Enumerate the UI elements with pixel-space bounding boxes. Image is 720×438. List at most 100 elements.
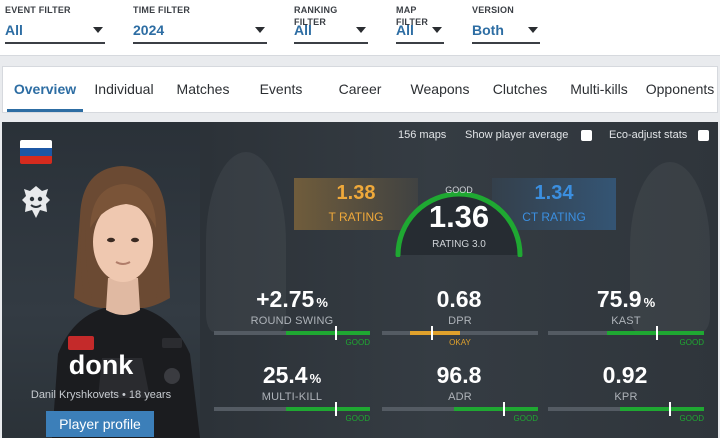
stat-number: 25.4 <box>262 362 308 388</box>
main-rating-label: RATING 3.0 <box>432 239 486 250</box>
chevron-down-icon <box>528 27 538 33</box>
main-rating: GOOD 1.36 RATING 3.0 <box>392 177 526 257</box>
stat-level-marker <box>669 402 671 416</box>
stat-label: MULTI-KILL <box>261 391 323 403</box>
stat-tier: GOOD <box>679 414 704 423</box>
main-rating-tier: GOOD <box>445 185 473 195</box>
stat-level-fill <box>410 331 460 335</box>
tab-matches[interactable]: Matches <box>176 81 230 97</box>
tab-clutches[interactable]: Clutches <box>492 81 548 97</box>
time-filter-label: TIME FILTER <box>133 5 191 15</box>
ranking-filter-label: RANKING FILTER <box>294 5 338 27</box>
stat-number: 0.68 <box>436 286 482 312</box>
stat-value: 96.8 <box>382 362 538 389</box>
chevron-down-icon <box>432 27 442 33</box>
stat-number: 0.92 <box>602 362 648 388</box>
tab-individual[interactable]: Individual <box>94 81 154 97</box>
stat-dpr: 0.68 DPR OKAY <box>382 286 538 350</box>
stat-kpr: 0.92 KPR GOOD <box>548 362 704 426</box>
stat-unit: % <box>643 295 656 310</box>
chevron-down-icon <box>255 27 265 33</box>
stat-level-bar <box>382 402 538 416</box>
map-filter-label: MAP FILTER <box>396 5 429 27</box>
stat-label: DPR <box>448 315 472 327</box>
stat-level-fill <box>607 331 704 335</box>
stat-unit: % <box>316 295 328 310</box>
stat-level-fill <box>620 407 704 411</box>
stat-multi-kill: 25.4% MULTI-KILL GOOD <box>214 362 370 426</box>
stat-number: +2.75 <box>256 286 315 312</box>
time-filter-value: 2024 <box>133 22 165 38</box>
stat-round-swing: +2.75% ROUND SWING GOOD <box>214 286 370 350</box>
stat-number: 75.9 <box>596 286 642 312</box>
rating-gauge <box>395 191 523 257</box>
map-filter-select[interactable]: All <box>396 20 444 44</box>
stat-value: +2.75% <box>214 286 370 313</box>
stat-kast: 75.9% KAST GOOD <box>548 286 704 350</box>
main-rating-value: 1.36 <box>428 199 490 234</box>
event-filter: EVENT FILTER All <box>5 4 105 44</box>
stat-level-bar <box>382 326 538 340</box>
stat-level-marker <box>335 402 337 416</box>
time-filter-select[interactable]: 2024 <box>133 20 267 44</box>
chevron-down-icon <box>93 27 103 33</box>
player-age: 18 years <box>128 389 172 401</box>
tab-opponents[interactable]: Opponents <box>645 81 715 97</box>
event-filter-select[interactable]: All <box>5 20 105 44</box>
stat-value: 25.4% <box>214 362 370 389</box>
player-stats-card: donk Danil Kryshkovets • 18 years Player… <box>2 122 718 438</box>
stat-tier: GOOD <box>513 414 538 423</box>
tab-weapons[interactable]: Weapons <box>410 81 470 97</box>
show-player-average-checkbox[interactable] <box>581 130 592 141</box>
stat-tier: GOOD <box>345 338 370 347</box>
player-nickname: donk <box>68 350 134 380</box>
t-rating-value: 1.38 <box>336 182 376 204</box>
ranking-filter-value: All <box>294 22 312 38</box>
eco-adjust-checkbox[interactable] <box>698 130 709 141</box>
eco-adjust-label: Eco-adjust stats <box>609 129 688 141</box>
stat-level-marker <box>335 326 337 340</box>
stat-level-fill <box>454 407 538 411</box>
stat-value: 0.92 <box>548 362 704 389</box>
stat-label: ROUND SWING <box>250 315 334 327</box>
stat-tier: OKAY <box>449 338 471 347</box>
ranking-filter: RANKING FILTER All <box>294 4 368 44</box>
stat-level-marker <box>503 402 505 416</box>
stat-unit: % <box>309 371 322 386</box>
stat-value: 75.9% <box>548 286 704 313</box>
background-figure <box>206 152 286 332</box>
version-filter-label: VERSION <box>472 5 514 15</box>
stat-label: KPR <box>614 391 638 403</box>
stats-tabs: Overview Individual Matches Events Caree… <box>2 66 718 113</box>
stat-level-bar <box>214 402 370 416</box>
stat-number: 96.8 <box>436 362 482 388</box>
map-filter: MAP FILTER All <box>396 4 444 44</box>
tab-overview[interactable]: Overview <box>7 67 83 112</box>
separator-dot: • <box>121 389 129 401</box>
t-rating-label: T RATING <box>328 210 384 224</box>
stat-level-fill <box>286 407 370 411</box>
event-filter-label: EVENT FILTER <box>5 5 71 15</box>
t-rating: 1.38 T RATING <box>294 178 418 230</box>
ranking-filter-select[interactable]: All <box>294 20 368 44</box>
spirit-dragon-icon <box>22 186 50 218</box>
player-real-name: Danil Kryshkovets <box>30 389 119 401</box>
time-filter: TIME FILTER 2024 <box>133 4 267 44</box>
version-filter-select[interactable]: Both <box>472 20 540 44</box>
stat-adr: 96.8 ADR GOOD <box>382 362 538 426</box>
tab-events[interactable]: Events <box>259 81 303 97</box>
event-filter-value: All <box>5 22 23 38</box>
tab-career[interactable]: Career <box>338 81 382 97</box>
tab-multi-kills[interactable]: Multi-kills <box>570 81 628 97</box>
stat-value: 0.68 <box>382 286 538 313</box>
chevron-down-icon <box>356 27 366 33</box>
stat-label: KAST <box>611 315 641 327</box>
stat-tier: GOOD <box>679 338 704 347</box>
stat-level-marker <box>656 326 658 340</box>
version-filter-value: Both <box>472 22 504 38</box>
player-panel: donk Danil Kryshkovets • 18 years Player… <box>2 122 200 438</box>
player-profile-button[interactable]: Player profile <box>46 411 154 437</box>
stat-level-bar <box>548 402 704 416</box>
ct-rating-label: CT RATING <box>522 210 586 224</box>
stat-level-fill <box>286 331 370 335</box>
